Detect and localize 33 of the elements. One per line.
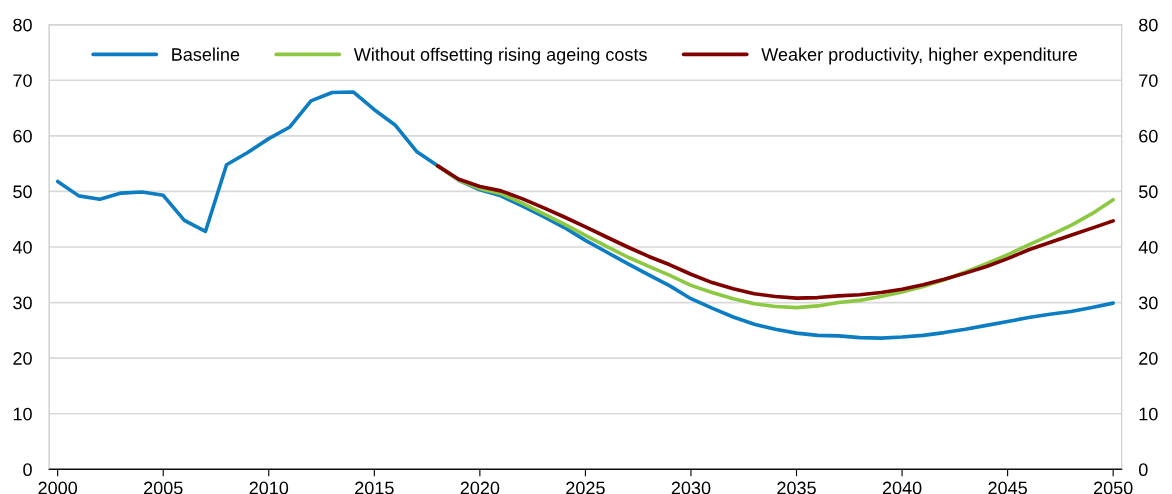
y-tick-label: 40	[12, 240, 32, 254]
y2-tick-label: 50	[1138, 185, 1158, 199]
y-tick-label: 0	[23, 463, 32, 477]
x-tick-label: 2045	[988, 481, 1027, 494]
x-tick-label: 2015	[355, 481, 394, 494]
x-tick-label: 2005	[144, 481, 183, 494]
x-tick-label: 2020	[460, 481, 500, 494]
legend-label: Without offsetting rising ageing costs	[353, 47, 647, 65]
x-tick-label: 2000	[38, 481, 78, 494]
y2-tick-label: 0	[1138, 463, 1148, 477]
y-tick-label: 50	[13, 185, 32, 199]
y2-tick-label: 70	[1139, 74, 1158, 87]
y-tick-label: 10	[13, 407, 32, 421]
x-tick-label: 2050	[1093, 481, 1133, 494]
y-tick-label: 70	[13, 74, 32, 87]
legend-label: Baseline	[172, 47, 240, 61]
y2-tick-label: 20	[1139, 352, 1158, 365]
y-tick-label: 60	[13, 129, 32, 143]
y-tick-label: 20	[13, 352, 32, 365]
y2-tick-label: 60	[1139, 129, 1158, 143]
y-tick-label: 30	[13, 296, 32, 310]
x-tick-label: 2040	[882, 481, 922, 494]
y2-tick-label: 80	[1139, 18, 1158, 32]
line-series	[55, 90, 1115, 340]
x-tick-label: 2035	[777, 481, 816, 494]
legend-label: Weaker productivity, higher expenditure	[761, 47, 1077, 65]
x-tick-label: 2010	[249, 481, 289, 494]
y2-tick-label: 30	[1138, 296, 1158, 310]
x-tick-label: 2030	[671, 481, 711, 494]
y-tick-label: 80	[13, 18, 32, 32]
y2-tick-label: 40	[1138, 240, 1158, 254]
x-tick-label: 2025	[566, 481, 605, 494]
y2-tick-label: 10	[1139, 407, 1158, 421]
